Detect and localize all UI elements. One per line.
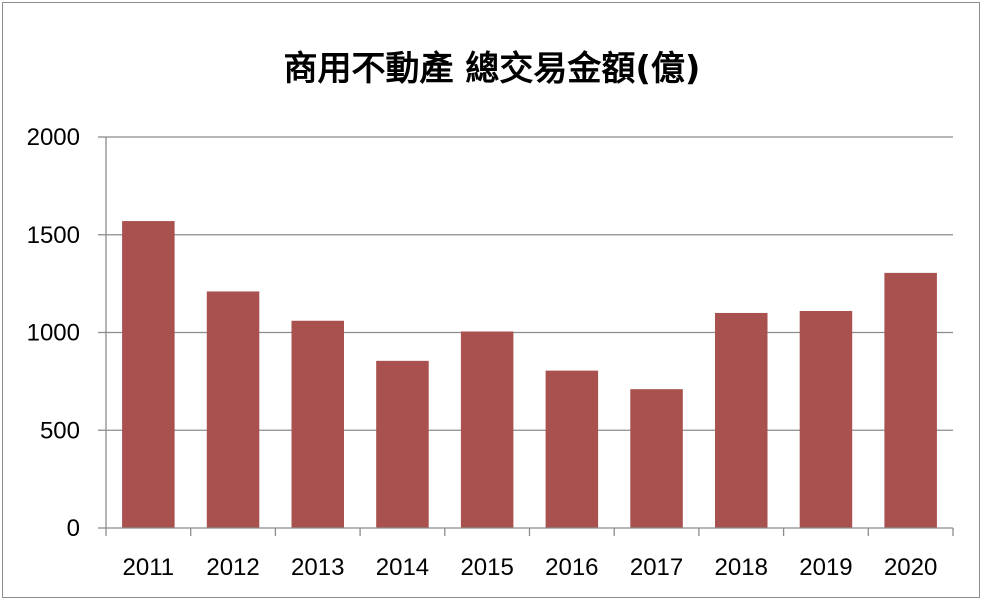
bar-2019 xyxy=(799,310,853,528)
x-tick-label: 2016 xyxy=(545,554,598,581)
bar-2016 xyxy=(545,370,599,528)
bar-2015 xyxy=(460,331,514,528)
bar-2013 xyxy=(291,320,345,528)
x-tick-label: 2020 xyxy=(884,554,937,581)
y-tick-label: 0 xyxy=(67,515,80,542)
bar-2014 xyxy=(376,360,429,528)
x-tick-label: 2012 xyxy=(206,554,259,581)
axes xyxy=(98,136,954,536)
x-tick-label: 2019 xyxy=(799,554,852,581)
y-tick-label: 1500 xyxy=(27,222,80,249)
y-tick-label: 2000 xyxy=(27,124,80,151)
y-tick-label: 500 xyxy=(40,417,80,444)
bar-2012 xyxy=(206,291,260,528)
bars xyxy=(122,221,937,528)
x-tick-label: 2017 xyxy=(630,554,683,581)
x-tick-label: 2014 xyxy=(376,554,429,581)
bar-2020 xyxy=(884,272,937,528)
bar-2018 xyxy=(714,312,768,528)
x-tick-label: 2011 xyxy=(123,554,175,581)
y-tick-label: 1000 xyxy=(27,320,80,347)
x-tick-label: 2013 xyxy=(291,554,344,581)
x-axis-ticks: 2011 2012 2013 2014 2015 2016 2017 2018 2019 2020 xyxy=(123,554,938,581)
y-axis-ticks: 0 500 1000 1500 2000 xyxy=(27,124,80,542)
chart-title: 商用不動產 總交易金額(億) xyxy=(284,49,701,89)
x-tick-label: 2018 xyxy=(715,554,768,581)
bar-2017 xyxy=(630,389,683,528)
bar-2011 xyxy=(122,221,175,528)
x-tick-label: 2015 xyxy=(460,554,513,581)
